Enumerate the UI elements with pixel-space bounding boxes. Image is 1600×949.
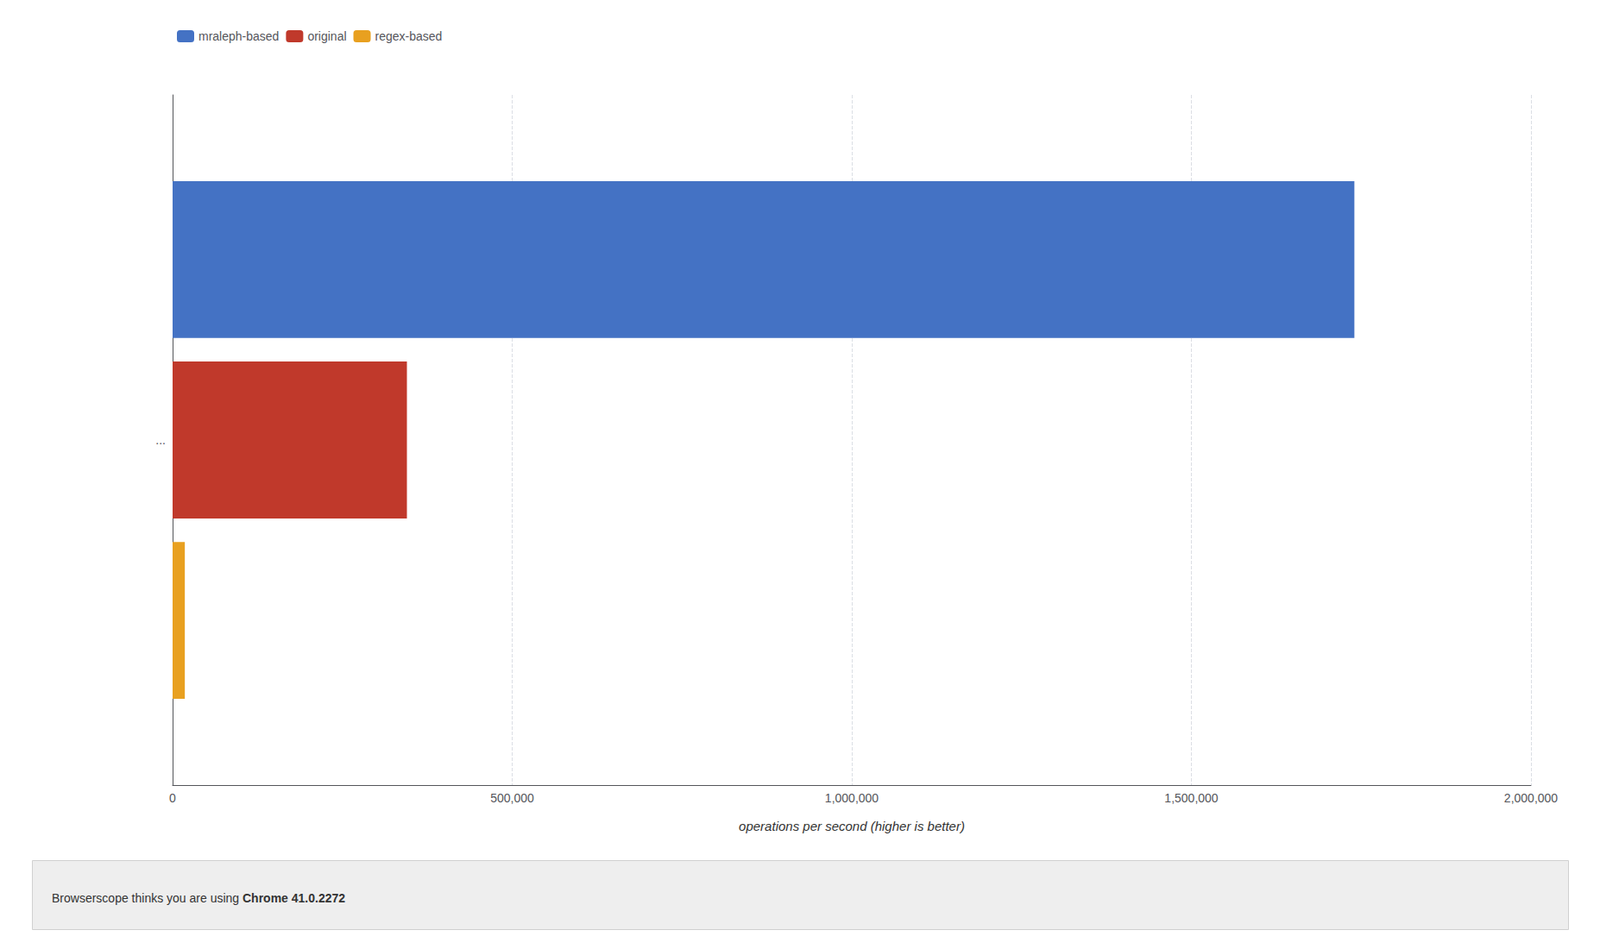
svg-text:Chrome 41.0.2272: Chrome 41.0.2272	[242, 891, 346, 906]
svg-text:1,000,000: 1,000,000	[825, 791, 879, 806]
svg-text:0: 0	[169, 791, 177, 806]
svg-text:mraleph-based: mraleph-based	[198, 29, 279, 44]
svg-text:operations per second (higher: operations per second (higher is better)	[738, 818, 965, 834]
svg-text:regex-based: regex-based	[375, 29, 443, 44]
svg-text:...: ...	[155, 433, 166, 448]
svg-text:2,000,000: 2,000,000	[1504, 791, 1558, 806]
svg-text:500,000: 500,000	[490, 791, 535, 806]
svg-text:Browserscope thinks you are us: Browserscope thinks you are using	[51, 891, 240, 906]
svg-text:1,500,000: 1,500,000	[1164, 791, 1218, 806]
svg-text:original: original	[307, 29, 347, 44]
